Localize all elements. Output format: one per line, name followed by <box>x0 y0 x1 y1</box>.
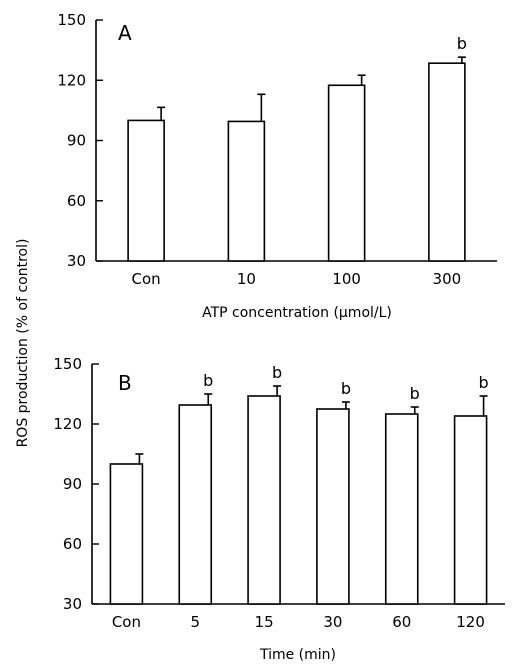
panel-b-chart: B Time (min) 30 60 90 120 150 Con b 5 b 15 b 30 b 60 b… <box>53 355 505 663</box>
panel-a-bar <box>428 62 466 262</box>
panel-a-bar <box>127 119 165 262</box>
panel-a-letter: A <box>118 21 132 45</box>
panel-b-y-tick-label: 90 <box>63 475 82 493</box>
panel-b-bar <box>178 404 213 605</box>
panel-b-significance-label: b <box>203 371 213 390</box>
panel-a-y-tick-label: 90 <box>67 132 86 150</box>
panel-b-x-tick-label: 120 <box>456 613 485 631</box>
panel-b-bar <box>384 413 419 605</box>
panel-a-bar <box>227 120 266 262</box>
panel-a-y-tick-label: 150 <box>57 11 86 29</box>
panel-a-x-axis-title: ATP concentration (μmol/L) <box>202 305 392 321</box>
panel-a-y-tick-label: 30 <box>67 252 86 270</box>
panel-b-significance-label: b <box>410 384 420 403</box>
panel-a-y-tick-label: 120 <box>57 71 86 89</box>
panel-b-x-tick-label: Con <box>112 613 141 631</box>
panel-b-y-tick-label: 60 <box>63 535 82 553</box>
shared-y-axis-title: ROS production (% of control) <box>15 239 31 448</box>
panel-b-y-tick-label: 30 <box>63 595 82 613</box>
panel-b-x-tick-label: 30 <box>323 613 342 631</box>
panel-a-chart: A ATP concentration (μmol/L) 30 60 90 120 15… <box>57 11 497 321</box>
panel-b-significance-label: b <box>272 363 282 382</box>
panel-b-significance-label: b <box>341 379 351 398</box>
panel-b-bar <box>109 463 144 605</box>
panel-a-y-tick-label: 60 <box>67 192 86 210</box>
panel-b-x-tick-label: 15 <box>255 613 274 631</box>
panel-a-bar <box>327 84 366 262</box>
panel-a-x-tick-label: 300 <box>433 270 462 288</box>
panel-a-x-tick-label: Con <box>132 270 161 288</box>
panel-b-y-tick-label: 120 <box>53 415 82 433</box>
panel-b-x-axis-title: Time (min) <box>259 647 336 663</box>
panel-b-letter: B <box>118 371 132 395</box>
panel-b-significance-label: b <box>479 373 489 392</box>
panel-a-x-tick-label: 10 <box>237 270 256 288</box>
panel-b-bar <box>247 395 281 605</box>
panel-b-bar <box>316 408 350 605</box>
panel-a-significance-label: b <box>457 34 467 53</box>
panel-b-bar <box>453 415 488 605</box>
panel-a-x-tick-label: 100 <box>332 270 361 288</box>
panel-b-x-tick-label: 5 <box>190 613 200 631</box>
panel-b-y-tick-label: 150 <box>53 355 82 373</box>
panel-b-x-tick-label: 60 <box>392 613 411 631</box>
